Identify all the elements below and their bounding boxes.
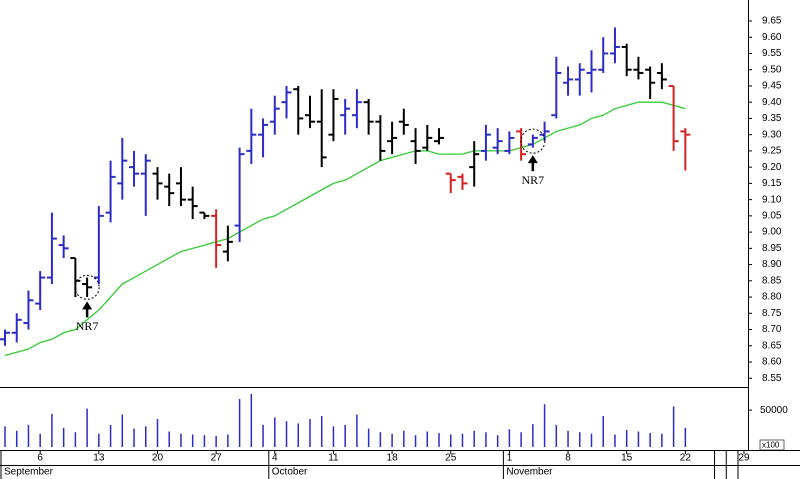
x-tick-label: 6 [37,453,43,464]
y-tick-label: 9.25 [762,146,782,157]
month-label: November [506,467,553,478]
month-label: October [272,467,308,478]
y-tick-label: 8.55 [762,373,782,384]
y-tick-label: 9.10 [762,194,782,205]
x-tick-label: 20 [152,453,164,464]
y-tick-label: 9.00 [762,227,782,238]
y-tick-label: 9.55 [762,48,782,59]
annotation-arrowhead [527,155,538,164]
y-tick-label: 9.15 [762,178,782,189]
unit-box [759,439,785,451]
y-tick-label: 9.45 [762,81,782,92]
volume-unit: x100 [762,441,780,450]
y-tick-label: 8.90 [762,259,782,270]
y-tick-label: 9.20 [762,162,782,173]
y-tick-label: 8.60 [762,357,782,368]
y-tick-label: 9.05 [762,211,782,222]
annotation-label: NR7 [522,173,545,187]
annotation-circle [520,128,546,154]
x-tick-label: 22 [680,453,692,464]
y-tick-label: 9.50 [762,64,782,75]
y-tick-label: 8.80 [762,292,782,303]
y-tick-label: 9.30 [762,129,782,140]
x-tick-label: 4 [272,453,278,464]
x-tick-label: 1 [507,453,513,464]
x-tick-label: 15 [621,453,633,464]
x-tick-label: 11 [328,453,339,464]
x-tick-label: 25 [445,453,457,464]
y-tick-label: 8.65 [762,340,782,351]
y-tick-label: 8.70 [762,324,782,335]
annotation-circle [74,274,100,300]
y-tick-label: 9.60 [762,32,782,43]
annotation-arrowhead [82,301,93,310]
y-tick-label: 9.35 [762,113,782,124]
x-tick-label: 29 [738,453,750,464]
y-tick-label: 9.65 [762,16,782,27]
x-tick-label: 18 [387,453,399,464]
volume-tick-label: 50000 [760,405,788,416]
x-tick-label: 8 [565,453,571,464]
month-label: September [4,467,54,478]
x-tick-label: 13 [93,453,105,464]
moving-average [4,101,686,357]
y-tick-label: 8.75 [762,308,782,319]
x-tick-label: 27 [211,453,223,464]
y-tick-label: 8.95 [762,243,782,254]
y-tick-label: 8.85 [762,275,782,286]
y-tick-label: 9.40 [762,97,782,108]
annotation-label: NR7 [76,319,99,333]
